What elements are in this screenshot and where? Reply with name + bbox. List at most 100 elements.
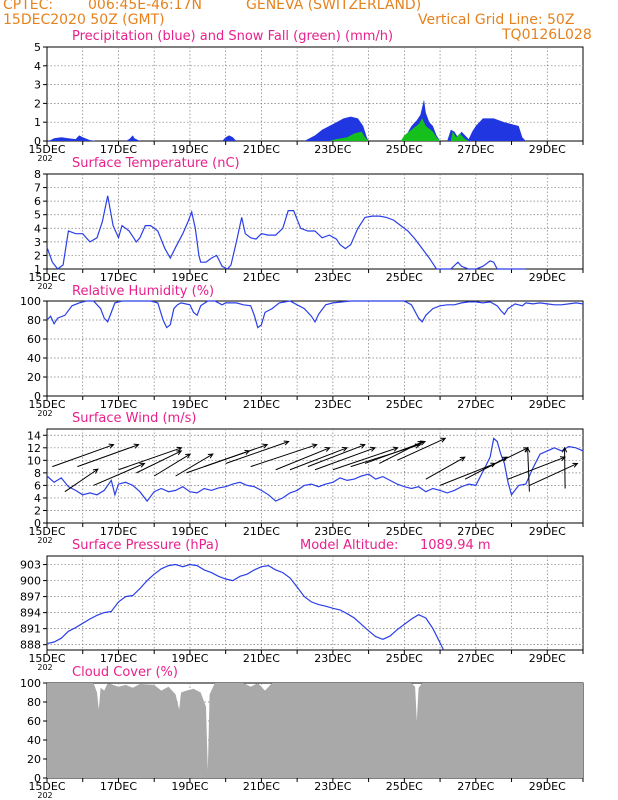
temp-xtick-label: 21DEC <box>243 271 280 284</box>
wind-series-wind_speed <box>46 437 584 503</box>
pressure-ytick-label: 891 <box>20 623 41 636</box>
pressure-title: Surface Pressure (hPa) <box>72 538 219 553</box>
precip-ytick-label: 1 <box>34 116 41 129</box>
temp-xtick-label: 15DEC <box>28 271 65 284</box>
precip-ytick-label: 2 <box>34 97 41 110</box>
rh-ytick-label: 20 <box>27 371 41 384</box>
header-grid-note: Vertical Grid Line: 50Z <box>418 12 575 28</box>
wind-xtick-label: 25DEC <box>386 525 423 538</box>
precip-panel: 0 1 2 3 4 5 15DEC 17DEC 19DEC 21DEC 23DEC 25DEC 27DE… <box>28 41 584 163</box>
wind-arrow <box>439 463 496 486</box>
wind-arrow-head <box>185 453 192 459</box>
rh-xtick-label: 15DEC <box>28 398 65 411</box>
rh-xtick-label: 29DEC <box>529 398 566 411</box>
pressure-xtick-label: 21DEC <box>243 652 280 665</box>
cloud-ytick-label: 80 <box>27 696 41 709</box>
cloud-ytick-label: 60 <box>27 715 41 728</box>
pressure-ytick-label: 888 <box>20 639 41 652</box>
wind-xtick-label: 19DEC <box>171 525 208 538</box>
wind-arrow <box>307 444 366 468</box>
pressure-xtick-label: 17DEC <box>100 652 137 665</box>
pressure-xtick-label: 25DEC <box>386 652 423 665</box>
precip-xtick-label: 25DEC <box>386 143 423 156</box>
wind-ytick-label: 8 <box>34 467 41 480</box>
pressure-x-sublabel: 202 <box>37 663 52 672</box>
temp-ytick-label: 1 <box>34 263 41 276</box>
wind-arrow <box>225 441 289 464</box>
precip-xtick-label: 21DEC <box>243 143 280 156</box>
rh-panel: 0 20 40 60 80 100 15DEC 17DEC 19DEC 21DEC 23DEC 25D… <box>20 295 584 418</box>
temp-xtick-label: 29DEC <box>529 271 566 284</box>
wind-xtick-label: 21DEC <box>243 525 280 538</box>
precip-xtick-label: 23DEC <box>314 143 351 156</box>
wind-xtick-label: 27DEC <box>457 525 494 538</box>
wind-arrow <box>482 447 529 471</box>
wind-frame <box>46 428 584 524</box>
wind-arrow <box>332 447 398 471</box>
cloud-xtick-label: 15DEC <box>28 780 65 793</box>
rh-xtick-label: 23DEC <box>314 398 351 411</box>
pressure-ytick-label: 897 <box>20 591 41 604</box>
precip-title: Precipitation (blue) and Snow Fall (gree… <box>72 29 394 44</box>
precip-ytick-label: 3 <box>34 79 41 92</box>
rh-ytick-label: 40 <box>27 352 41 365</box>
rh-xtick-label: 25DEC <box>386 398 423 411</box>
precip-ytick-label: 4 <box>34 60 41 73</box>
wind-arrow <box>527 447 530 492</box>
temp-frame <box>46 173 584 270</box>
pressure-series-pressure <box>46 563 445 651</box>
wind-title: Surface Wind (m/s) <box>72 411 197 426</box>
precip-xtick-label: 17DEC <box>100 143 137 156</box>
wind-ytick-label: 10 <box>27 454 41 467</box>
cloud-xtick-label: 25DEC <box>386 780 423 793</box>
pressure-xtick-label: 19DEC <box>171 652 208 665</box>
pressure-xtick-label: 29DEC <box>529 652 566 665</box>
precip-xtick-label: 19DEC <box>171 143 208 156</box>
wind-arrow <box>529 463 578 486</box>
cloud-series-cloud_cover <box>47 683 583 778</box>
precip-xtick-label: 15DEC <box>28 143 65 156</box>
temp-title: Surface Temperature (nC) <box>72 156 240 171</box>
wind-arrow <box>52 444 114 468</box>
rh-ytick-label: 60 <box>27 333 41 346</box>
wind-arrow-head <box>561 446 568 453</box>
temp-series-temperature <box>46 195 526 270</box>
precip-xtick-label: 27DEC <box>457 143 494 156</box>
precip-x-sublabel: 202 <box>37 154 52 163</box>
model-altitude-value: 1089.94 m <box>420 538 491 553</box>
cloud-xtick-label: 19DEC <box>171 780 208 793</box>
temp-ytick-label: 7 <box>34 182 41 195</box>
wind-arrow <box>425 456 466 480</box>
wind-arrow-head <box>440 437 447 443</box>
cloud-panel: 0 20 40 60 80 100 15DEC 17DEC 19DEC 21DEC 23DEC 25D… <box>20 677 584 800</box>
wind-arrow <box>379 441 423 464</box>
cloud-title: Cloud Cover (%) <box>72 665 178 680</box>
cloud-ytick-label: 0 <box>34 772 41 785</box>
wind-xtick-label: 15DEC <box>28 525 65 538</box>
wind-ytick-label: 6 <box>34 479 41 492</box>
wind-arrow-head <box>417 441 424 446</box>
wind-arrow <box>507 456 566 480</box>
cloud-xtick-label: 29DEC <box>529 780 566 793</box>
wind-arrow <box>118 447 182 471</box>
wind-arrow-head <box>502 456 509 462</box>
wind-arrow-head <box>133 443 140 449</box>
wind-arrow-head <box>176 446 183 452</box>
wind-arrow <box>64 468 99 493</box>
cloud-xtick-label: 21DEC <box>243 780 280 793</box>
temp-xtick-label: 23DEC <box>314 271 351 284</box>
wind-arrow-head <box>392 446 399 452</box>
wind-arrow <box>77 444 139 468</box>
rh-ytick-label: 0 <box>34 390 41 403</box>
wind-arrow <box>153 453 191 477</box>
pressure-ytick-label: 900 <box>20 575 41 588</box>
cloud-x-sublabel: 202 <box>37 791 52 800</box>
rh-xtick-label: 19DEC <box>171 398 208 411</box>
wind-ytick-label: 0 <box>34 517 41 530</box>
wind-xtick-label: 23DEC <box>314 525 351 538</box>
rh-xtick-label: 17DEC <box>100 398 137 411</box>
wind-ytick-label: 12 <box>27 442 41 455</box>
temp-ytick-label: 3 <box>34 236 41 249</box>
wind-arrow <box>93 463 145 486</box>
